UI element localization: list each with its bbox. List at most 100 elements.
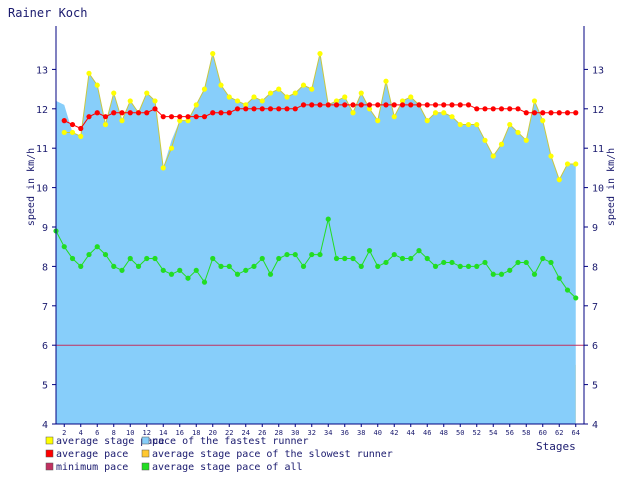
all-pace-point — [531, 271, 538, 277]
y-tick-label-right: 12 — [592, 105, 604, 116]
all-pace-point — [226, 263, 232, 269]
y-tick-label-left: 12 — [36, 105, 48, 116]
stage-pace-point — [342, 94, 348, 100]
stage-pace-point — [350, 110, 356, 116]
all-pace-point — [333, 255, 340, 262]
all-pace-point — [375, 263, 381, 269]
stage-pace-point — [383, 78, 389, 84]
y-tick-label-left: 4 — [42, 420, 48, 431]
all-pace-point — [292, 251, 298, 258]
all-pace-point — [449, 259, 455, 266]
average-pace-point — [243, 106, 249, 112]
stage-pace-point — [391, 114, 397, 120]
all-pace-point — [573, 295, 579, 301]
stage-pace-point — [482, 137, 488, 143]
average-pace-point — [251, 106, 257, 112]
y-tick-label-left: 9 — [42, 223, 48, 234]
average-pace-point — [226, 110, 232, 116]
y-tick-label-left: 10 — [36, 184, 48, 195]
x-tick-label: 46 — [423, 429, 431, 437]
stage-pace-point — [358, 90, 364, 96]
x-tick-label: 4 — [79, 429, 83, 437]
average-pace-point — [391, 102, 397, 108]
stage-pace-point — [317, 51, 323, 57]
average-pace-point — [540, 110, 546, 116]
average-pace-point — [564, 110, 571, 116]
all-pace-point — [78, 263, 84, 269]
legend-label: average pace — [56, 449, 128, 460]
legend-swatch — [141, 462, 150, 471]
average-pace-point — [284, 106, 290, 112]
average-pace-point — [160, 114, 166, 120]
average-pace-point — [441, 102, 447, 108]
x-tick-label: 14 — [159, 429, 167, 437]
all-pace-point — [408, 255, 414, 262]
all-pace-point — [515, 259, 521, 266]
all-pace-point — [267, 271, 274, 277]
all-pace-point — [358, 263, 364, 269]
y-tick-label-right: 6 — [592, 341, 598, 352]
average-pace-point — [523, 110, 529, 116]
stage-pace-point — [160, 165, 166, 171]
all-pace-point — [457, 263, 463, 269]
average-pace-point — [383, 102, 389, 108]
stage-pace-point — [226, 94, 232, 100]
average-pace-point — [193, 114, 199, 120]
average-pace-point — [432, 102, 439, 108]
all-pace-point — [399, 255, 406, 262]
all-pace-point — [259, 255, 265, 262]
x-tick-label: 42 — [390, 429, 398, 437]
stage-pace-point — [127, 98, 133, 104]
stage-pace-point — [515, 129, 521, 136]
x-tick-label: 18 — [192, 429, 200, 437]
stage-pace-point — [366, 106, 373, 112]
legend-label: pace of the fastest runner — [152, 436, 309, 447]
average-pace-point — [366, 102, 373, 108]
x-tick-label: 16 — [176, 429, 184, 437]
all-pace-point — [523, 259, 529, 266]
stage-pace-point — [556, 177, 562, 183]
all-pace-point — [507, 267, 513, 273]
legend-swatch — [45, 436, 54, 445]
stage-pace-point — [69, 129, 76, 136]
x-tick-label: 44 — [407, 429, 415, 437]
x-tick-label: 12 — [143, 429, 151, 437]
x-tick-label: 28 — [275, 429, 283, 437]
stage-pace-point — [267, 90, 274, 96]
y-tick-label-left: 8 — [42, 262, 48, 273]
stage-pace-point — [259, 98, 265, 104]
average-pace-point — [111, 110, 117, 116]
x-tick-label: 30 — [291, 429, 299, 437]
x-tick-label: 34 — [324, 429, 332, 437]
y-tick-label-right: 7 — [592, 302, 598, 313]
stage-pace-point — [251, 94, 257, 100]
stage-pace-point — [507, 121, 513, 128]
all-pace-point — [465, 263, 472, 269]
all-pace-point — [135, 263, 142, 269]
stage-pace-point — [119, 118, 125, 124]
all-pace-point — [350, 255, 356, 262]
stage-pace-point — [292, 90, 298, 96]
all-pace-point — [111, 263, 117, 269]
average-pace-point — [94, 110, 100, 116]
average-pace-point — [300, 102, 307, 108]
all-pace-point — [144, 255, 150, 262]
stage-pace-point — [564, 161, 571, 167]
all-pace-point — [127, 255, 133, 262]
fastest-area-layer — [56, 53, 576, 424]
average-pace-point — [61, 118, 67, 124]
all-pace-point — [160, 267, 166, 273]
all-pace-point — [424, 255, 430, 262]
x-tick-label: 8 — [112, 429, 116, 437]
chart-title: Rainer Koch — [8, 6, 88, 20]
y-tick-label-left: 13 — [36, 65, 48, 76]
x-tick-label: 26 — [258, 429, 266, 437]
axes-layer — [52, 26, 588, 427]
all-pace-point — [69, 255, 76, 262]
y-axis-label-left: speed in km/h — [26, 148, 37, 226]
all-pace-point — [185, 275, 191, 281]
average-pace-point — [531, 110, 538, 116]
average-pace-point — [127, 110, 133, 116]
